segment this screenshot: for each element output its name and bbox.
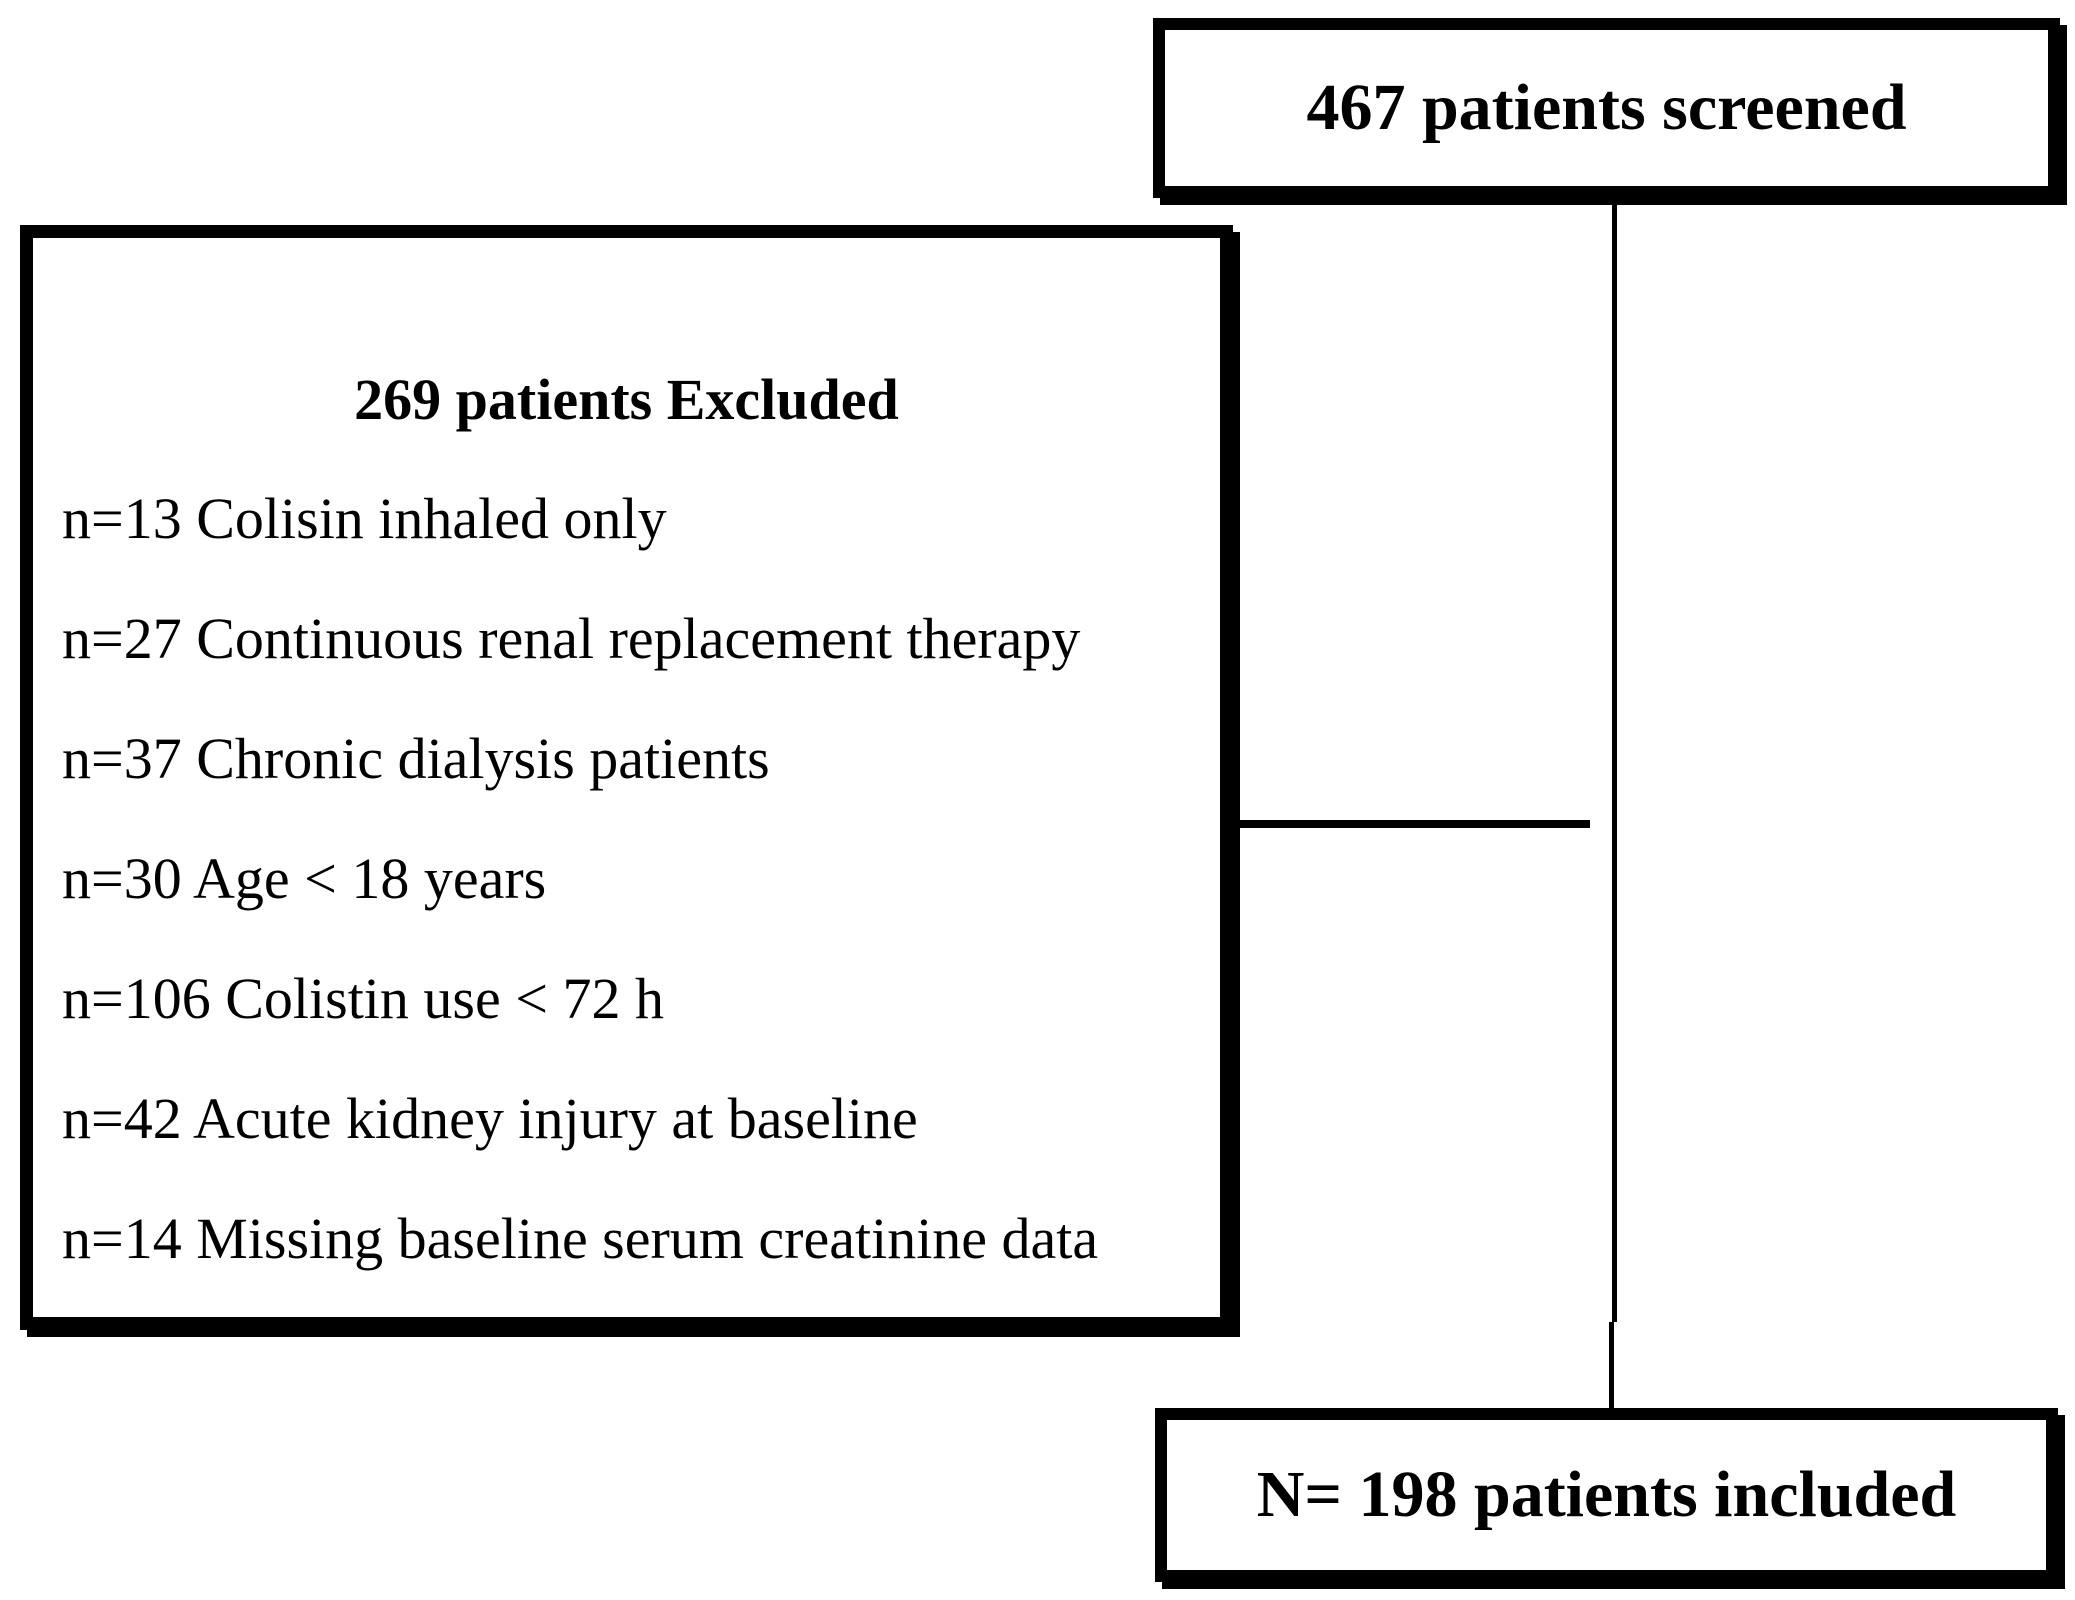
exclusion-title: 269 patients Excluded — [354, 367, 899, 432]
exclusion-box: 269 patients Excluded n=13 Colisin inhal… — [20, 225, 1233, 1330]
exclusion-item: n=14 Missing baseline serum creatinine d… — [62, 1206, 1099, 1271]
exclusion-item: n=106 Colistin use < 72 h — [62, 966, 664, 1031]
exclusion-item: n=13 Colisin inhaled only — [62, 486, 667, 551]
screened-box: 467 patients screened — [1153, 18, 2060, 198]
included-count-label: N= 198 patients included — [1256, 1458, 1957, 1531]
exclusion-item: n=27 Continuous renal replacement therap… — [62, 606, 1081, 671]
exclusion-item-list: n=13 Colisin inhaled only n=27 Continuou… — [33, 238, 1220, 1317]
included-box: N= 198 patients included — [1155, 1408, 2058, 1582]
exclusion-item: n=30 Age < 18 years — [62, 846, 547, 911]
exclusion-item: n=37 Chronic dialysis patients — [62, 726, 770, 791]
connector-vertical-upper — [1612, 197, 1617, 1322]
screened-count-label: 467 patients screened — [1306, 71, 1907, 144]
connector-vertical-lower — [1609, 1322, 1614, 1408]
exclusion-item: n=42 Acute kidney injury at baseline — [62, 1086, 918, 1151]
connector-horizontal-branch — [1192, 820, 1590, 828]
